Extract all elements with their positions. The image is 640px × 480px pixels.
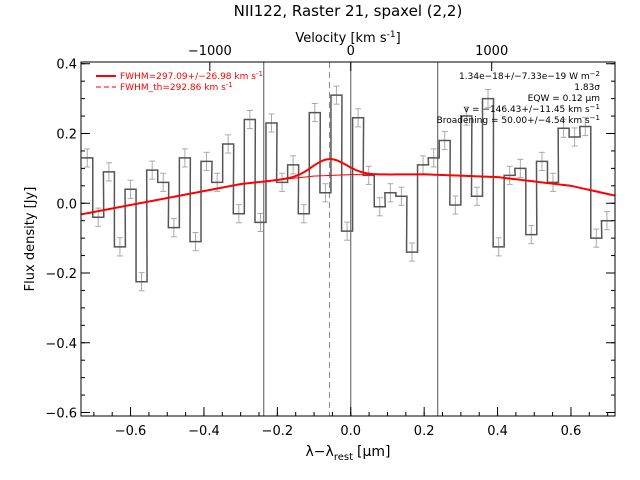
x-tick-label: 0.0 xyxy=(340,424,361,439)
x-tick-label: −0.2 xyxy=(262,424,294,439)
chart-title: NII122, Raster 21, spaxel (2,2) xyxy=(234,2,463,20)
plot-frame xyxy=(80,61,616,417)
data-step-line xyxy=(81,94,613,283)
x-tick-label: −0.4 xyxy=(188,424,220,439)
data-steps xyxy=(81,85,613,292)
x-tick-label: 0.4 xyxy=(487,424,508,439)
y-tick-label: 0.0 xyxy=(56,197,77,212)
reference-lines xyxy=(263,62,439,416)
x-axis-label: λ−λrest [μm] xyxy=(306,444,391,463)
annotation-eqw: EQW = 0.12 μm xyxy=(528,94,600,104)
y-tick-label: −0.6 xyxy=(45,407,77,422)
top-axis-label: Velocity [km s-1] xyxy=(295,30,400,46)
y-tick-label: −0.2 xyxy=(45,267,77,282)
gaussian-fit-line xyxy=(80,158,616,216)
x-tick-label: −0.6 xyxy=(115,424,147,439)
x-tick-label: 0.2 xyxy=(414,424,435,439)
y-axis-label: Flux density [Jy] xyxy=(23,187,38,292)
annotation-broadening: Broadening = 50.00+/−4.54 km s−1 xyxy=(437,114,600,126)
y-tick-label: 0.4 xyxy=(56,58,77,73)
annotation-velocity: v = −146.43+/−11.45 km s−1 xyxy=(464,103,600,115)
top-tick-label: 1000 xyxy=(475,44,508,59)
legend-label-fwhm: FWHM=297.09+/−26.98 km s-1 xyxy=(120,70,263,82)
legend: FWHM=297.09+/−26.98 km s-1 FWHM_th=292.8… xyxy=(96,70,263,93)
legend-label-fwhm-th: FWHM_th=292.86 km s-1 xyxy=(120,81,233,93)
y-tick-label: −0.4 xyxy=(45,337,77,352)
top-tick-label: −1000 xyxy=(188,44,232,59)
y-tick-label: 0.2 xyxy=(56,127,77,142)
continuum-line xyxy=(80,173,616,215)
axes: −0.6 −0.4 −0.2 0.0 0.2 0.4 0.6 −0.6 −0.4 −0.2 0.0 0… xyxy=(45,44,616,439)
fit-annotations: 1.34e−18+/−7.33e−19 W m−2 1.83σ EQW = 0.… xyxy=(437,70,601,126)
fit-lines xyxy=(80,158,616,216)
annotation-sigma: 1.83σ xyxy=(574,83,600,93)
top-tick-label: 0 xyxy=(347,44,355,59)
x-tick-label: 0.6 xyxy=(561,424,582,439)
annotation-flux: 1.34e−18+/−7.33e−19 W m−2 xyxy=(459,70,600,82)
